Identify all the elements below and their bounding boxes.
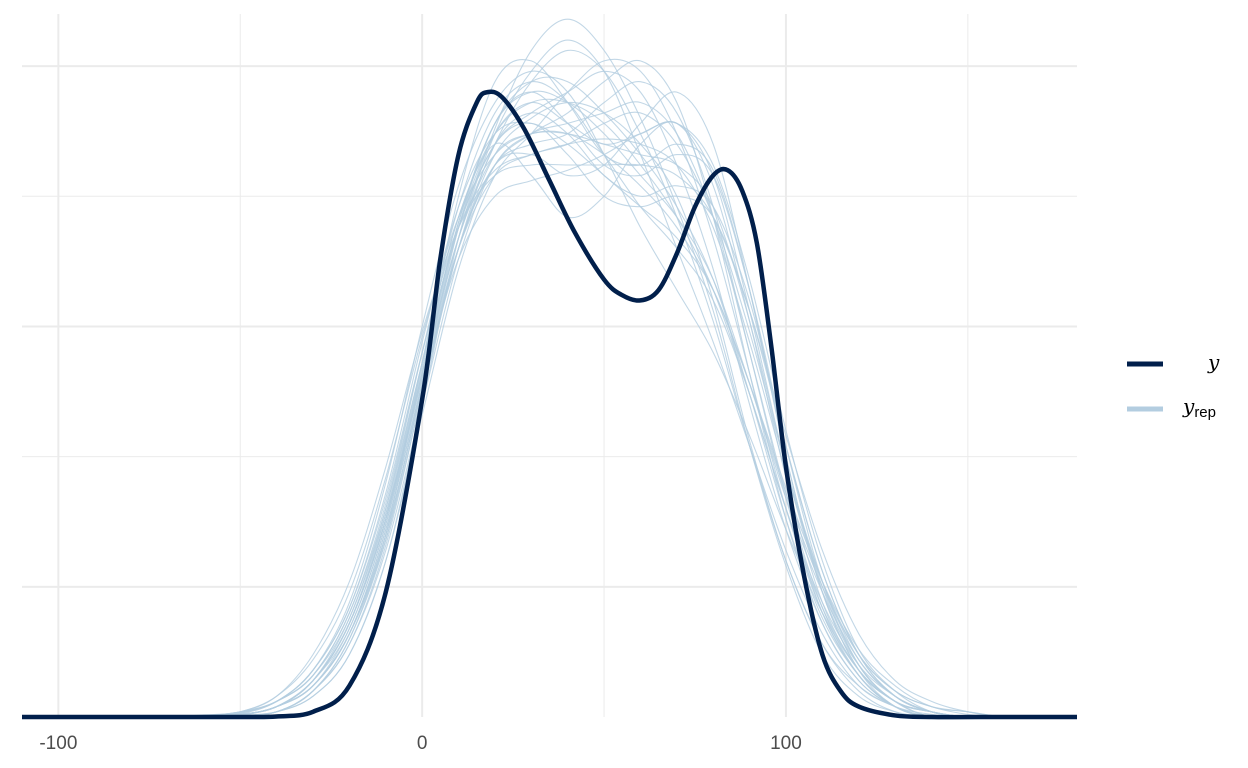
y-rep-density-line [21, 91, 1077, 719]
x-tick-label: 100 [770, 733, 802, 754]
legend-yrep-subscript: rep [1194, 404, 1216, 421]
y-rep-density-line [21, 163, 1077, 718]
legend-y-label: y [1207, 350, 1220, 374]
y-rep-density-line [21, 59, 1077, 719]
legend: y yrep [1127, 350, 1220, 421]
legend-yrep-label: yrep [1182, 394, 1216, 421]
y-density-line-group [21, 89, 1077, 720]
y-rep-density-line [21, 130, 1077, 718]
y-rep-density-line [21, 112, 1077, 718]
y-rep-density-line [21, 98, 1077, 718]
y-rep-density-line [21, 111, 1077, 718]
y-rep-density-lines [21, 18, 1077, 719]
y-rep-density-line [21, 39, 1077, 719]
y-rep-density-line [21, 101, 1077, 718]
y-rep-density-line [21, 70, 1077, 718]
grid-lines [22, 14, 1077, 717]
x-tick-label: -100 [39, 733, 77, 754]
x-tick-label: 0 [417, 733, 428, 754]
y-rep-density-line [21, 49, 1077, 718]
y-rep-density-line [21, 121, 1077, 718]
y-rep-density-line [21, 76, 1077, 719]
y-rep-density-line [21, 121, 1077, 718]
y-rep-density-line [21, 58, 1077, 719]
y-rep-density-line [21, 121, 1077, 718]
y-rep-density-line [21, 101, 1077, 719]
y-density-line [21, 89, 1077, 720]
y-rep-density-line [21, 58, 1077, 719]
y-rep-density-line [21, 138, 1077, 718]
legend-yrep-symbol: y [1182, 394, 1195, 418]
y-rep-density-line [21, 122, 1077, 718]
y-rep-density-line [21, 101, 1077, 718]
x-axis: -100 0 100 [39, 733, 801, 754]
y-rep-density-line [21, 131, 1077, 718]
y-rep-density-line [21, 70, 1077, 719]
